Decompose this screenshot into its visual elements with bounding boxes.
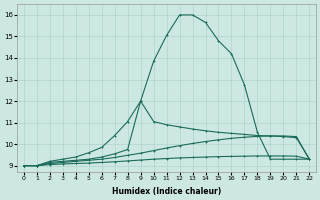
X-axis label: Humidex (Indice chaleur): Humidex (Indice chaleur) xyxy=(112,187,221,196)
